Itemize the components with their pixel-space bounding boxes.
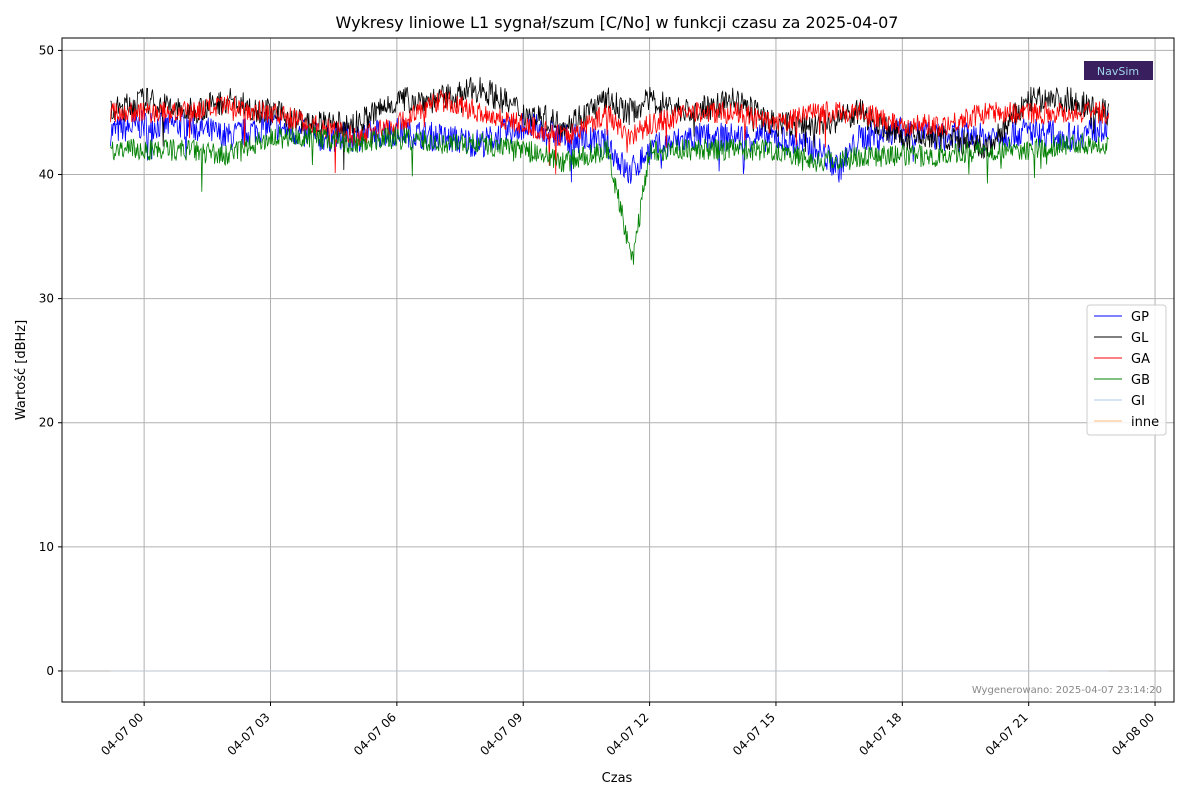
series-lines <box>110 76 1110 672</box>
generated-note: Wygenerowano: 2025-04-07 23:14:20 <box>972 685 1162 696</box>
x-axis-ticks: 04-07 00 04-07 03 04-07 06 04-07 09 04-07 12… <box>98 702 1157 758</box>
legend-label-gl: GL <box>1131 331 1149 346</box>
x-tick-label: 04-07 00 <box>98 710 146 758</box>
legend-label-gi: GI <box>1131 394 1145 409</box>
grid <box>62 38 1174 702</box>
y-tick-label: 30 <box>39 292 54 306</box>
logo: NavSim <box>1084 61 1153 80</box>
x-tick-label: 04-08 00 <box>1109 710 1157 758</box>
plot-frame <box>61 37 1175 703</box>
y-tick-label: 40 <box>39 168 54 182</box>
legend: GP GL GA GB GI inne <box>1086 304 1167 436</box>
legend-label-ga: GA <box>1131 352 1150 367</box>
series-line-ga <box>110 89 1110 175</box>
y-tick-label: 10 <box>39 540 54 554</box>
legend-label-gb: GB <box>1131 373 1150 388</box>
chart-title: Wykresy liniowe L1 sygnał/szum [C/No] w … <box>336 13 899 32</box>
y-axis-ticks: 0 10 20 30 40 50 <box>39 43 62 678</box>
legend-label-inne: inne <box>1131 415 1159 430</box>
y-axis-label: Wartość [dBHz] <box>14 320 29 420</box>
x-tick-label: 04-07 21 <box>983 710 1031 758</box>
x-axis-label: Czas <box>602 771 633 786</box>
x-tick-label: 04-07 18 <box>856 710 904 758</box>
x-tick-label: 04-07 12 <box>604 710 652 758</box>
y-tick-label: 50 <box>39 43 54 57</box>
x-tick-label: 04-07 09 <box>477 710 525 758</box>
series-line-gp <box>110 109 1110 184</box>
logo-text: NavSim <box>1097 65 1139 78</box>
x-tick-label: 04-07 06 <box>351 710 399 758</box>
x-tick-label: 04-07 15 <box>730 710 778 758</box>
logo-box <box>1084 61 1153 80</box>
x-tick-label: 04-07 03 <box>225 710 273 758</box>
series-line-gb <box>110 126 1110 265</box>
y-tick-label: 20 <box>39 416 54 430</box>
legend-label-gp: GP <box>1131 310 1149 325</box>
y-tick-label: 0 <box>46 664 54 678</box>
